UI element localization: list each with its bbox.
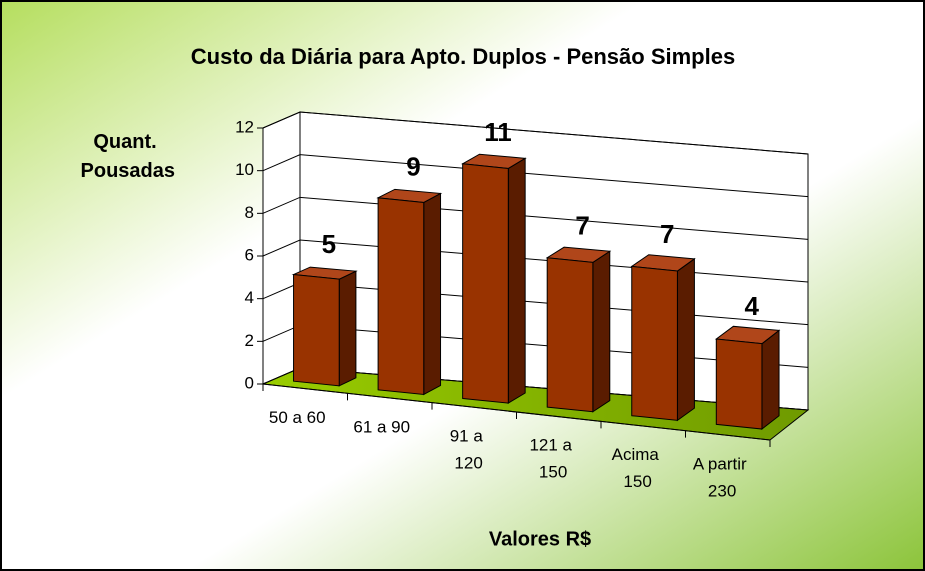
x-tick-label: Acima 150 xyxy=(612,445,660,491)
bar xyxy=(291,266,358,387)
grid-line xyxy=(262,154,809,198)
y-tick-label: 8 xyxy=(245,203,254,222)
y-tick-label: 10 xyxy=(235,160,254,179)
bar-front xyxy=(546,257,594,413)
y-axis-title: Quant. Pousadas xyxy=(75,131,175,182)
data-label: 7 xyxy=(575,211,589,241)
bar xyxy=(376,188,443,396)
bar-side xyxy=(423,192,442,396)
x-tick-label: 61 a 90 xyxy=(353,417,410,436)
bar-side xyxy=(338,270,357,387)
bar-side xyxy=(507,157,526,404)
grid-line xyxy=(262,196,809,240)
bar xyxy=(545,246,612,413)
y-tick-label: 0 xyxy=(245,373,254,392)
bar-front xyxy=(377,197,425,396)
bar xyxy=(461,153,527,404)
y-tick-label: 4 xyxy=(245,288,254,307)
data-label: 7 xyxy=(660,219,674,249)
data-label: 5 xyxy=(322,229,336,259)
x-tick-label: 91 a 120 xyxy=(450,427,484,473)
x-tick-label: 121 a 150 xyxy=(529,436,572,482)
bar-front xyxy=(631,265,678,421)
bar xyxy=(714,325,781,431)
x-axis-title: Valores R$ xyxy=(489,528,591,550)
data-label: 9 xyxy=(406,152,420,182)
bar-front xyxy=(715,338,763,430)
bar-side xyxy=(761,329,780,431)
data-label: 4 xyxy=(745,291,760,321)
chart-title: Custo da Diária para Apto. Duplos - Pens… xyxy=(191,44,735,69)
data-label: 11 xyxy=(484,117,512,147)
x-tick-label: 50 a 60 xyxy=(269,408,326,427)
x-tick-label: A partir 230 xyxy=(693,455,747,501)
bar-side xyxy=(592,250,611,413)
bar-front xyxy=(462,163,509,404)
y-tick-label: 2 xyxy=(245,331,254,350)
bar-side xyxy=(676,257,695,422)
bar xyxy=(630,254,696,422)
bar-front xyxy=(293,273,340,387)
y-tick-label: 12 xyxy=(235,117,254,136)
grid-line xyxy=(262,111,809,155)
y-tick-label: 6 xyxy=(245,245,254,264)
